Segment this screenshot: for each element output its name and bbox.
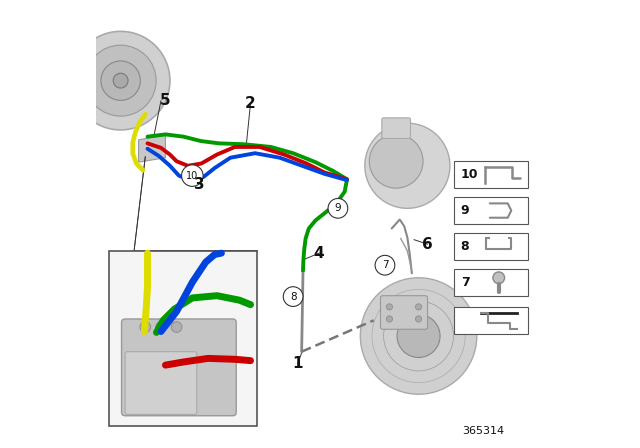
Circle shape <box>375 255 395 275</box>
Circle shape <box>113 73 128 88</box>
Circle shape <box>172 322 182 332</box>
FancyBboxPatch shape <box>125 352 197 414</box>
Text: 10: 10 <box>461 168 478 181</box>
Circle shape <box>415 304 422 310</box>
Text: 2: 2 <box>245 95 256 111</box>
Circle shape <box>182 165 203 186</box>
Text: 7: 7 <box>381 260 388 270</box>
Text: 3: 3 <box>194 177 204 192</box>
Text: 4: 4 <box>314 246 324 261</box>
Text: 8: 8 <box>461 240 469 253</box>
Circle shape <box>360 278 477 394</box>
FancyBboxPatch shape <box>380 296 428 329</box>
Text: 7: 7 <box>461 276 469 289</box>
FancyBboxPatch shape <box>454 233 529 260</box>
Circle shape <box>397 314 440 358</box>
Circle shape <box>140 322 150 332</box>
Text: 365314: 365314 <box>463 426 504 436</box>
Circle shape <box>101 61 140 100</box>
FancyBboxPatch shape <box>454 197 529 224</box>
Circle shape <box>328 198 348 218</box>
Text: 9: 9 <box>335 203 341 213</box>
Circle shape <box>284 287 303 306</box>
Circle shape <box>493 272 504 284</box>
FancyBboxPatch shape <box>109 251 257 426</box>
FancyBboxPatch shape <box>454 307 529 334</box>
Circle shape <box>365 123 450 208</box>
Text: 9: 9 <box>461 204 469 217</box>
Text: 6: 6 <box>422 237 433 252</box>
Circle shape <box>72 31 170 130</box>
Text: 5: 5 <box>160 93 171 108</box>
Circle shape <box>369 134 423 188</box>
Text: 1: 1 <box>292 356 303 371</box>
FancyBboxPatch shape <box>382 118 410 138</box>
Polygon shape <box>139 135 165 162</box>
Circle shape <box>376 134 413 172</box>
Text: 10: 10 <box>186 171 198 181</box>
Circle shape <box>85 45 156 116</box>
Circle shape <box>387 304 392 310</box>
Circle shape <box>156 322 166 332</box>
FancyBboxPatch shape <box>454 269 529 296</box>
Circle shape <box>387 316 392 322</box>
Text: 8: 8 <box>290 292 296 302</box>
Circle shape <box>415 316 422 322</box>
FancyBboxPatch shape <box>454 161 529 188</box>
FancyBboxPatch shape <box>122 319 236 416</box>
